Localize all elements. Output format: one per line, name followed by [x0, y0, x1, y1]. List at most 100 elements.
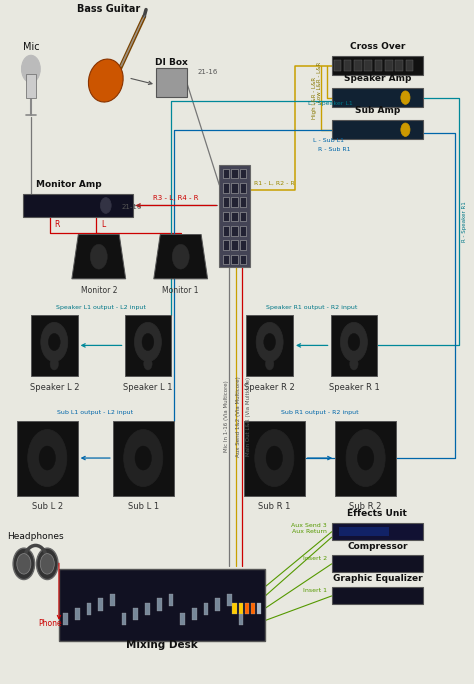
Text: Monitor Amp: Monitor Amp	[36, 181, 101, 189]
Bar	[23, 194, 133, 217]
Bar	[125, 315, 171, 376]
Circle shape	[48, 333, 60, 351]
Circle shape	[256, 322, 283, 362]
Bar	[335, 421, 396, 496]
Bar	[332, 555, 423, 573]
Text: Aux Send 3: Aux Send 3	[291, 523, 327, 528]
Bar	[406, 60, 413, 71]
Text: Sub L 2: Sub L 2	[32, 503, 63, 512]
Text: Monitor 2: Monitor 2	[81, 286, 117, 295]
Text: R: R	[54, 220, 59, 229]
Text: Graphic Equalizer: Graphic Equalizer	[333, 574, 422, 583]
Bar	[192, 608, 197, 620]
Circle shape	[100, 198, 111, 213]
Circle shape	[401, 123, 410, 136]
Text: L - Speaker L1: L - Speaker L1	[308, 101, 353, 106]
Bar	[240, 169, 246, 178]
Bar	[223, 240, 229, 250]
Text: Sub R1 output - R2 input: Sub R1 output - R2 input	[281, 410, 359, 415]
Bar	[59, 569, 265, 641]
Text: Sub L1 output - L2 input: Sub L1 output - L2 input	[57, 410, 133, 415]
Bar	[223, 197, 229, 207]
Text: Insert 2: Insert 2	[303, 556, 327, 561]
Bar	[145, 603, 150, 616]
Text: R1 - L, R2 - R: R1 - L, R2 - R	[254, 181, 295, 185]
Polygon shape	[72, 235, 126, 279]
Text: Monitor 1: Monitor 1	[163, 286, 199, 295]
Text: Speaker L 2: Speaker L 2	[29, 383, 79, 392]
Bar	[231, 226, 238, 235]
Circle shape	[142, 333, 154, 351]
Text: Effects Unit: Effects Unit	[347, 510, 407, 518]
Text: Insert 1: Insert 1	[303, 588, 327, 593]
Bar	[204, 603, 208, 616]
Bar	[232, 603, 237, 614]
Bar	[240, 240, 246, 250]
Text: Mixing Desk: Mixing Desk	[126, 640, 198, 650]
Bar	[257, 603, 261, 614]
Bar	[223, 169, 229, 178]
Text: Aux Return: Aux Return	[292, 529, 327, 534]
Text: R3 - L, R4 - R: R3 - L, R4 - R	[153, 196, 199, 201]
Bar	[244, 421, 305, 496]
Bar	[332, 523, 423, 540]
Text: 21-16: 21-16	[198, 69, 218, 75]
Bar	[334, 60, 341, 71]
Text: Bass Guitar: Bass Guitar	[76, 4, 140, 14]
Bar	[330, 315, 377, 376]
Bar	[110, 594, 115, 606]
Bar	[240, 254, 246, 264]
Circle shape	[41, 322, 68, 362]
Bar	[231, 211, 238, 221]
Ellipse shape	[89, 59, 123, 102]
Bar	[332, 588, 423, 605]
Text: Sub R 1: Sub R 1	[258, 503, 291, 512]
Bar	[17, 421, 78, 496]
Bar	[215, 598, 220, 611]
Bar	[385, 60, 392, 71]
Text: Speaker L1 output - L2 input: Speaker L1 output - L2 input	[56, 305, 146, 310]
Bar	[332, 88, 423, 107]
Bar	[133, 608, 138, 620]
Text: Cross Over: Cross Over	[350, 42, 405, 51]
Bar	[246, 315, 293, 376]
Bar	[344, 60, 351, 71]
Bar	[240, 197, 246, 207]
Circle shape	[36, 548, 58, 579]
Circle shape	[124, 430, 163, 486]
Bar	[223, 254, 229, 264]
Bar	[238, 603, 243, 614]
Circle shape	[172, 244, 189, 269]
Bar	[240, 183, 246, 192]
Bar	[240, 211, 246, 221]
Bar	[231, 197, 238, 207]
Bar	[87, 603, 91, 616]
Text: R - Sub R1: R - Sub R1	[318, 146, 350, 152]
Bar	[156, 68, 187, 97]
Bar	[180, 613, 185, 625]
Text: Mic: Mic	[23, 42, 39, 52]
Bar	[375, 60, 382, 71]
Circle shape	[27, 430, 67, 486]
Bar	[98, 598, 103, 611]
Bar	[354, 60, 362, 71]
Circle shape	[135, 322, 162, 362]
Bar	[223, 226, 229, 235]
Bar	[75, 608, 80, 620]
Bar	[169, 594, 173, 606]
Text: Compressor: Compressor	[347, 542, 408, 551]
Circle shape	[13, 548, 35, 579]
Text: Sub L 1: Sub L 1	[128, 503, 159, 512]
Polygon shape	[154, 235, 208, 279]
Bar	[219, 165, 250, 267]
Bar	[338, 527, 389, 536]
Circle shape	[40, 553, 55, 574]
Bar	[365, 60, 372, 71]
Bar	[245, 603, 249, 614]
Text: DI Box: DI Box	[155, 58, 188, 67]
Bar	[223, 211, 229, 221]
Bar	[332, 120, 423, 140]
Bar	[231, 183, 238, 192]
Text: Speaker R 1: Speaker R 1	[328, 383, 379, 392]
Circle shape	[17, 553, 31, 574]
